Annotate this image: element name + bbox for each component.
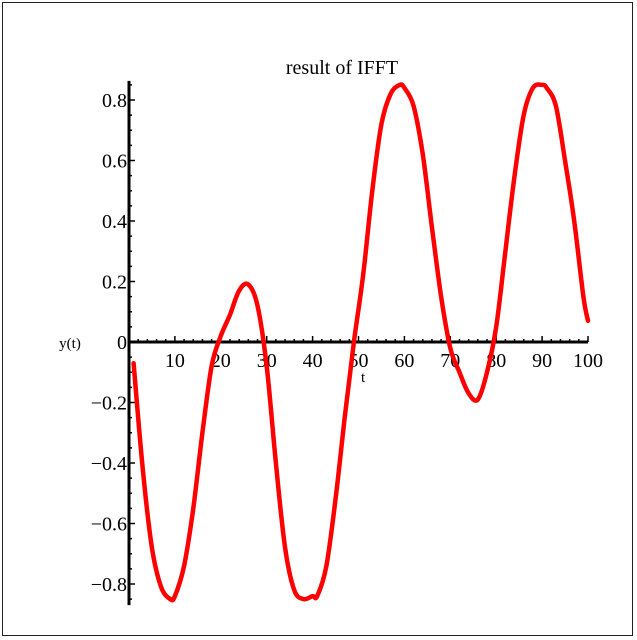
y-tick-label: −0.6 xyxy=(91,514,127,536)
axes: 10 20 30 40 50 60 70 80 90 100t0.80.60.40.20−0.2−… xyxy=(91,80,603,606)
y-tick-label: 0.4 xyxy=(102,211,127,233)
x-axis-label: t xyxy=(361,370,366,386)
y-axis-label: y(t) xyxy=(59,336,81,352)
y-tick-label: 0.8 xyxy=(102,90,127,112)
y-tick-label: 0.2 xyxy=(102,272,127,294)
x-tick-label: 90 xyxy=(532,350,552,372)
chart-title: result of IFFT xyxy=(286,57,398,79)
x-tick-label: 100 xyxy=(573,350,603,372)
x-tick-label: 10 xyxy=(165,350,185,372)
y-tick-label: 0.6 xyxy=(102,151,127,173)
plot-area xyxy=(131,82,591,603)
series-line xyxy=(131,82,591,603)
x-tick-label: 40 xyxy=(303,350,323,372)
y-tick-label: −0.8 xyxy=(91,574,127,596)
x-tick-label: 60 xyxy=(394,350,414,372)
y-tick-label: −0.2 xyxy=(91,393,127,415)
y-tick-label: 0 xyxy=(117,332,127,354)
y-tick-label: −0.4 xyxy=(91,453,127,475)
